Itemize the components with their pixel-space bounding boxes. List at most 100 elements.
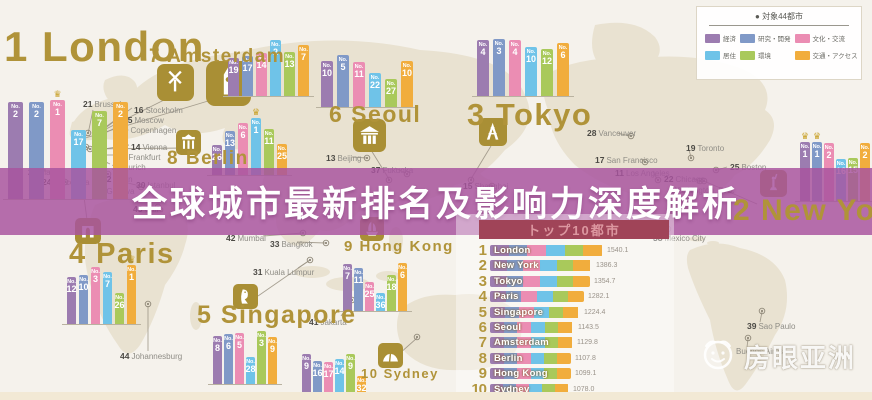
rank-bar: No. 10 bbox=[321, 61, 333, 108]
palace-gate-icon bbox=[353, 119, 386, 152]
brandenburg-gate-icon bbox=[176, 130, 201, 155]
title-banner: 全球城市最新排名及影响力深度解析 bbox=[0, 168, 872, 235]
category-rank-value: 7 bbox=[104, 279, 110, 289]
score-segment bbox=[503, 383, 516, 395]
rank-bar: No. 12 bbox=[541, 49, 553, 97]
legend-swatch bbox=[740, 50, 755, 60]
rank-bar: No. 6 bbox=[557, 43, 569, 97]
city-rank-number: 14 bbox=[131, 142, 141, 152]
top10-row: 9 Hong Kong 1099.1 bbox=[456, 365, 597, 382]
category-rank-value: 26 bbox=[212, 152, 223, 162]
city-name: Mexico City bbox=[664, 234, 706, 243]
no-prefix: No. bbox=[74, 132, 83, 138]
bars-baseline bbox=[338, 311, 412, 312]
category-rank-value: 13 bbox=[284, 59, 295, 69]
top10-rank: 2 bbox=[478, 257, 487, 275]
city-rank-number: 42 bbox=[226, 233, 236, 243]
city-name: Copenhagen bbox=[130, 126, 177, 135]
no-prefix: No. bbox=[246, 359, 255, 365]
category-rank-value: 6 bbox=[240, 130, 246, 140]
top10-score: 1129.8 bbox=[577, 339, 598, 347]
score-segment bbox=[558, 322, 572, 333]
category-rank-value: 19 bbox=[228, 65, 239, 75]
top10-score: 1107.8 bbox=[575, 354, 596, 362]
score-segment bbox=[504, 337, 517, 349]
category-rank-value: 36 bbox=[375, 300, 386, 310]
top10-score: 1540.1 bbox=[607, 247, 629, 254]
rank-bar: No. 6 bbox=[224, 334, 233, 385]
map-city-label: 25Boston bbox=[730, 163, 766, 173]
score-segment bbox=[509, 245, 527, 256]
category-rank-value: 2 bbox=[12, 109, 18, 119]
rank-bar: No. 3 bbox=[91, 267, 100, 325]
bars-baseline bbox=[208, 384, 282, 385]
no-prefix: No. bbox=[257, 55, 266, 61]
no-prefix: No. bbox=[67, 279, 76, 285]
top10-city: Paris bbox=[494, 291, 519, 303]
rank-bar: No. 3 bbox=[493, 39, 505, 97]
no-prefix: No. bbox=[95, 113, 104, 119]
score-segment bbox=[530, 352, 545, 364]
no-prefix: No. bbox=[812, 144, 822, 150]
city-rank-number: 16 bbox=[134, 105, 144, 115]
category-rank-value: 3 bbox=[92, 274, 98, 284]
banner-title: 全球城市最新排名及影响力深度解析 bbox=[131, 185, 740, 224]
rank-bar: No. 36 bbox=[375, 293, 386, 312]
score-segment bbox=[537, 291, 553, 303]
category-rank-value: 1 bbox=[814, 149, 820, 159]
category-rank-value: 6 bbox=[560, 50, 566, 60]
city-title-paris: 4 Paris bbox=[69, 238, 175, 270]
no-prefix: No. bbox=[386, 81, 396, 87]
no-prefix: No. bbox=[103, 274, 112, 280]
score-segment bbox=[517, 337, 531, 349]
top10-city: New York bbox=[494, 260, 539, 272]
rank-bar: No. 8 bbox=[213, 336, 222, 385]
watermark: 房眼亚洲 bbox=[698, 334, 856, 379]
score-segment bbox=[563, 306, 578, 318]
score-segment bbox=[523, 275, 540, 287]
map-city-label: 31 Kuala Lumpur bbox=[253, 268, 314, 278]
top10-city: Amsterdam bbox=[494, 337, 549, 349]
score-segment bbox=[546, 245, 565, 256]
top10-rank: 3 bbox=[478, 272, 487, 290]
score-segment bbox=[531, 322, 545, 333]
score-segment bbox=[521, 291, 537, 303]
legend-label: 環境 bbox=[758, 53, 771, 60]
top10-score-bar: Hong Kong bbox=[490, 368, 571, 380]
no-prefix: No. bbox=[213, 338, 222, 344]
top10-city: Singapore bbox=[494, 306, 544, 318]
top10-city: London bbox=[494, 245, 531, 256]
score-segment bbox=[573, 260, 590, 272]
top10-score: 1143.5 bbox=[578, 324, 599, 331]
no-prefix: No. bbox=[354, 270, 363, 276]
rank-bar: No. 9 bbox=[302, 354, 311, 397]
top10-city: Tokyo bbox=[494, 275, 523, 287]
bars-baseline bbox=[472, 96, 574, 97]
legend-label: 居住 bbox=[723, 53, 736, 60]
city-rank-number: 19 bbox=[686, 143, 696, 153]
no-prefix: No. bbox=[346, 356, 355, 362]
no-prefix: No. bbox=[324, 364, 333, 370]
merlion-icon bbox=[233, 284, 258, 309]
legend-swatch bbox=[794, 50, 810, 60]
score-segment bbox=[544, 352, 558, 364]
score-segment bbox=[557, 352, 571, 364]
rank-bar: No. 7 bbox=[103, 272, 112, 325]
category-rank-value: 12 bbox=[66, 284, 77, 294]
legend-label: 研究・開発 bbox=[758, 36, 791, 43]
no-prefix: No. bbox=[510, 42, 520, 48]
score-segment bbox=[544, 368, 558, 380]
rank-bar: No. 10 bbox=[401, 61, 413, 108]
category-rank-value: 25 bbox=[277, 151, 288, 161]
rank-bar: No. 13 bbox=[284, 52, 295, 97]
category-rank-value: 2 bbox=[33, 109, 39, 119]
top10-score: 1078.0 bbox=[573, 385, 595, 393]
city-rank-number: 21 bbox=[83, 99, 93, 109]
crown-icon: ♛ bbox=[127, 254, 136, 264]
category-rank-value: 3 bbox=[258, 338, 264, 348]
score-segment bbox=[490, 352, 504, 364]
no-prefix: No. bbox=[225, 133, 235, 139]
top10-row: 7 Amsterdam 1129.8 bbox=[456, 334, 598, 351]
legend-swatch bbox=[705, 33, 720, 43]
